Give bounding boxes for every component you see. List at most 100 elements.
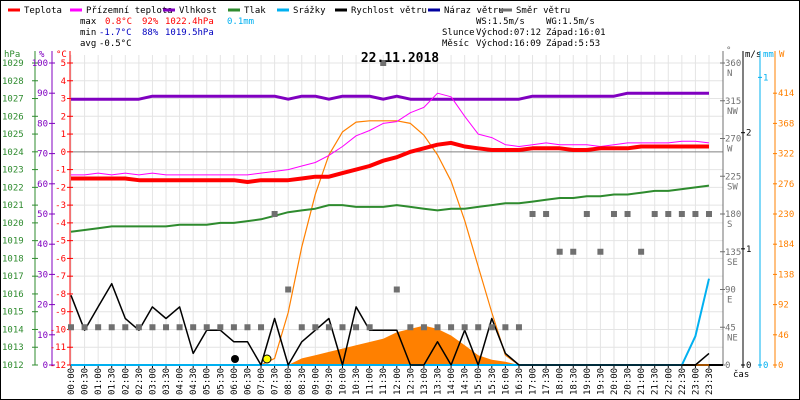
temperature-tick-label: -10 bbox=[50, 325, 66, 335]
direction-compass-label: NE bbox=[727, 333, 738, 343]
wind-direction-point bbox=[461, 324, 468, 331]
solar-tick-label: 92 bbox=[778, 301, 789, 311]
legend-label: Rychlost větru bbox=[351, 6, 427, 16]
direction-tick-label: 315 bbox=[725, 97, 741, 107]
x-tick-label: 21:00 bbox=[637, 368, 647, 395]
wind-direction-point bbox=[325, 324, 332, 331]
solar-tick-label: 138 bbox=[778, 270, 794, 280]
pressure-tick-label: 1012 bbox=[2, 361, 24, 371]
pressure-tick-label: 1029 bbox=[2, 59, 24, 69]
x-tick-label: 02:30 bbox=[135, 368, 145, 395]
x-tick-label: 10:00 bbox=[338, 368, 348, 395]
wind-tick-label: 0 bbox=[746, 361, 751, 371]
x-tick-label: 04:30 bbox=[189, 368, 199, 395]
x-tick-label: 04:00 bbox=[176, 368, 186, 395]
pressure-tick-label: 1022 bbox=[2, 183, 24, 193]
wind-direction-point bbox=[583, 211, 590, 217]
humidity-tick-label: 20 bbox=[37, 301, 48, 311]
x-tick-label: 12:30 bbox=[406, 368, 416, 395]
pressure-tick-label: 1014 bbox=[2, 325, 24, 335]
pressure-tick-label: 1025 bbox=[2, 130, 24, 140]
temperature-tick-label: 1 bbox=[61, 130, 66, 140]
legend-label: Směr větru bbox=[516, 6, 570, 16]
x-tick-label: 13:00 bbox=[420, 368, 430, 395]
legend-label: Tlak bbox=[244, 6, 266, 16]
stats-rain: 0.1mm bbox=[227, 17, 254, 27]
x-tick-label: 15:00 bbox=[474, 368, 484, 395]
wind-direction-point bbox=[353, 324, 360, 331]
stats-min-label: min bbox=[80, 28, 96, 38]
wind-direction-point bbox=[393, 286, 400, 293]
chart-title: 22.11.2018 bbox=[361, 51, 439, 66]
moon-label: Měsíc bbox=[442, 39, 469, 49]
x-tick-label: 00:30 bbox=[81, 368, 91, 395]
legend-label: Teplota bbox=[24, 6, 62, 16]
direction-compass-label: N bbox=[727, 69, 732, 79]
wind-direction-point bbox=[706, 211, 712, 217]
temperature-tick-label: -6 bbox=[55, 254, 66, 264]
wind-direction-point bbox=[176, 324, 183, 331]
temperature-tick-label: -1 bbox=[55, 166, 66, 176]
pressure-tick-label: 1023 bbox=[2, 166, 24, 176]
temperature-tick-label: -9 bbox=[55, 308, 66, 318]
x-tick-label: 19:00 bbox=[583, 368, 593, 395]
wind-direction-point bbox=[244, 324, 251, 331]
stats-press-max: 1022.4hPa bbox=[165, 17, 214, 27]
direction-compass-label: SE bbox=[727, 258, 738, 268]
x-tick-label: 07:30 bbox=[271, 368, 281, 395]
x-tick-label: 20:30 bbox=[624, 368, 634, 395]
temperature-tick-label: -4 bbox=[55, 219, 66, 229]
direction-tick-label: 135 bbox=[725, 248, 741, 258]
x-tick-label: 22:30 bbox=[678, 368, 688, 395]
solar-tick-label: 368 bbox=[778, 119, 794, 129]
wind-direction-point bbox=[502, 324, 509, 331]
x-tick-label: 17:30 bbox=[542, 368, 552, 395]
pressure-tick-label: 1024 bbox=[2, 148, 24, 158]
x-tick-label: 12:00 bbox=[393, 368, 403, 395]
humidity-tick-label: 60 bbox=[37, 180, 48, 190]
wind-direction-point bbox=[380, 60, 387, 66]
legend-label: Srážky bbox=[293, 6, 326, 16]
x-tick-label: 08:30 bbox=[298, 368, 308, 395]
x-tick-label: 21:30 bbox=[651, 368, 661, 395]
stats-max-label: max bbox=[80, 17, 97, 27]
wind-direction-point bbox=[638, 248, 645, 255]
legend-label: Náraz větru bbox=[444, 6, 504, 16]
rain-unit: mm bbox=[763, 50, 774, 60]
rain-tick-label: 0 bbox=[763, 361, 768, 371]
stats-temp-max: 0.8°C bbox=[105, 17, 132, 27]
series-rychlost-v-tru-line bbox=[70, 282, 710, 366]
wind-direction-point bbox=[312, 324, 319, 331]
legend: Teplota Přízemní teplota Vlhkost Tlak Srážky… bbox=[8, 6, 570, 16]
sun-label: Slunce bbox=[442, 28, 475, 38]
x-tick-label: 16:30 bbox=[515, 368, 525, 395]
stats-hum-max: 92% bbox=[142, 17, 159, 27]
humidity-tick-label: 50 bbox=[37, 210, 48, 220]
x-tick-label: 07:00 bbox=[257, 368, 267, 395]
x-tick-label: 13:30 bbox=[434, 368, 444, 395]
wind-tick-label: 1 bbox=[746, 245, 751, 255]
pressure-unit: hPa bbox=[4, 50, 20, 60]
wind-tick-label: 2 bbox=[746, 129, 751, 139]
direction-unit: ° bbox=[726, 46, 731, 56]
humidity-tick-label: 90 bbox=[37, 89, 48, 99]
stats-hum-min: 88% bbox=[142, 28, 159, 38]
humidity-tick-label: 10 bbox=[37, 331, 48, 341]
wind-direction-point bbox=[163, 324, 170, 331]
direction-compass-label: NW bbox=[727, 107, 738, 117]
stats-temp-avg: -0.5°C bbox=[99, 39, 132, 49]
solar-tick-label: 276 bbox=[778, 180, 794, 190]
direction-compass-label: W bbox=[727, 145, 733, 155]
series-p-zemn-teplota-line bbox=[71, 92, 710, 176]
sunrise: Východ:07:12 bbox=[476, 28, 541, 38]
wind-direction-point bbox=[448, 324, 455, 331]
x-tick-label: 00:00 bbox=[67, 368, 77, 395]
humidity-tick-label: 0 bbox=[43, 361, 48, 371]
x-tick-label: 01:30 bbox=[108, 368, 118, 395]
wind-direction-point bbox=[543, 211, 550, 217]
temperature-tick-label: 0 bbox=[61, 148, 66, 158]
legend-label: Vlhkost bbox=[179, 6, 217, 16]
pressure-tick-label: 1026 bbox=[2, 112, 24, 122]
wind-direction-point bbox=[488, 324, 495, 331]
solar-tick-label: 46 bbox=[778, 331, 789, 341]
